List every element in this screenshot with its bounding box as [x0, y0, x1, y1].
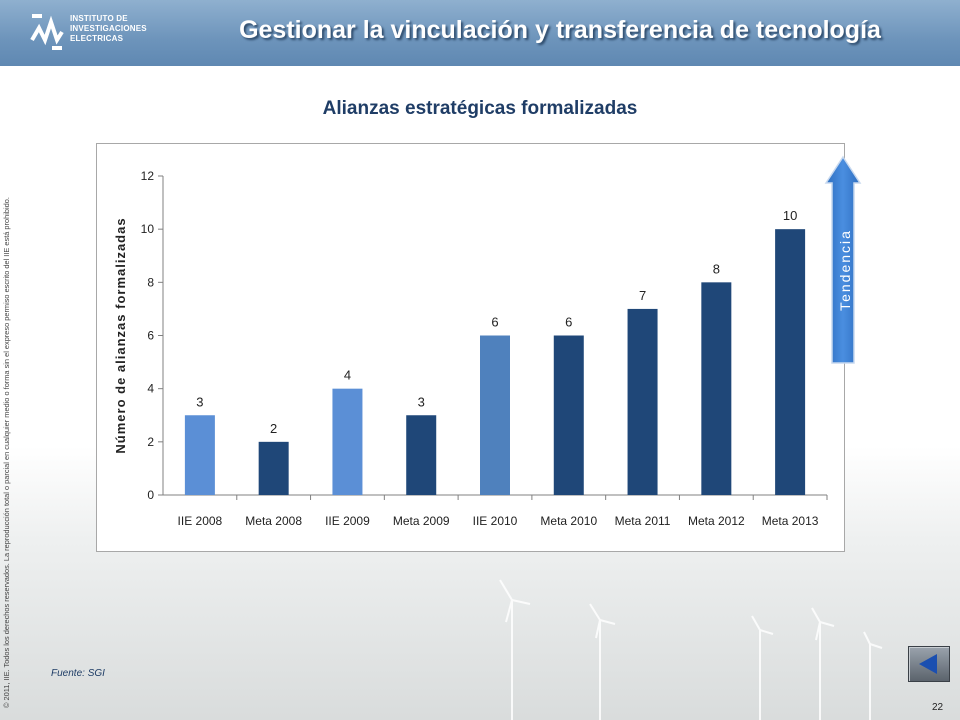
data-label: 6 [565, 315, 572, 330]
source-note: Fuente: SGI [51, 668, 105, 679]
wind-turbines-background [499, 579, 883, 720]
x-tick-label: IIE 2010 [473, 514, 518, 528]
logo: INSTITUTO DE INVESTIGACIONES ELECTRICAS [30, 10, 170, 58]
y-tick-label: 4 [147, 382, 154, 396]
bar [775, 229, 806, 495]
y-tick-label: 10 [141, 222, 155, 236]
bar [332, 388, 363, 495]
slide-title: Gestionar la vinculación y transferencia… [239, 16, 881, 44]
bar [258, 441, 289, 495]
data-label: 2 [270, 421, 277, 436]
back-button[interactable] [908, 646, 950, 682]
x-tick-label: Meta 2013 [762, 514, 819, 528]
data-label: 10 [783, 208, 797, 223]
bar [701, 282, 732, 495]
y-tick-label: 6 [147, 329, 154, 343]
data-label: 3 [418, 394, 425, 409]
slide-header: INSTITUTO DE INVESTIGACIONES ELECTRICAS … [0, 0, 960, 66]
iie-logo-icon [30, 14, 64, 50]
y-tick-label: 2 [147, 435, 154, 449]
back-arrow-icon [919, 654, 937, 674]
logo-line: INVESTIGACIONES [70, 24, 147, 33]
data-label: 7 [639, 288, 646, 303]
bar-chart: 0 2 4 6 8 10 12 Número de alianzas formalizadas… [113, 169, 828, 528]
data-label: 6 [491, 315, 498, 330]
bar [406, 415, 437, 495]
y-tick-label: 12 [141, 169, 155, 183]
data-label: 8 [713, 261, 720, 276]
trend-arrow-icon [824, 155, 862, 364]
x-tick-label: Meta 2008 [245, 514, 302, 528]
logo-line: INSTITUTO DE [70, 14, 128, 23]
x-tick-label: Meta 2010 [540, 514, 597, 528]
trend-label: Tendencia [837, 229, 853, 311]
data-label: 3 [196, 394, 203, 409]
data-label: 4 [344, 368, 351, 383]
chart-title: Alianzas estratégicas formalizadas [322, 98, 638, 119]
x-tick-label: Meta 2009 [393, 514, 450, 528]
x-tick-label: Meta 2012 [688, 514, 745, 528]
bar [553, 335, 584, 495]
logo-line: ELECTRICAS [70, 34, 124, 43]
bar [480, 335, 510, 495]
x-tick-label: IIE 2008 [178, 514, 223, 528]
y-tick-label: 8 [147, 275, 154, 289]
bar [184, 415, 215, 495]
x-tick-label: IIE 2009 [325, 514, 370, 528]
logo-text: INSTITUTO DE INVESTIGACIONES ELECTRICAS [70, 14, 147, 44]
page-number: 22 [932, 702, 944, 713]
chart-frame: 0 2 4 6 8 10 12 Número de alianzas formalizadas… [96, 143, 845, 552]
y-axis-label: Número de alianzas formalizadas [113, 217, 128, 453]
y-tick-label: 0 [147, 488, 154, 502]
x-tick-label: Meta 2011 [615, 514, 671, 528]
bar [627, 308, 658, 495]
